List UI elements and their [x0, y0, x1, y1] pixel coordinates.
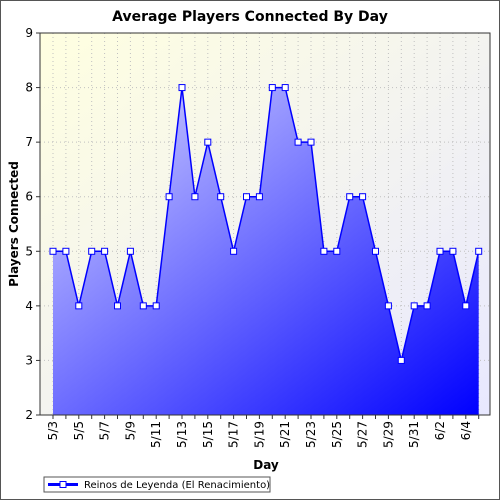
data-point-marker — [333, 247, 341, 255]
data-point-marker — [217, 193, 225, 201]
y-tick-label: 3 — [25, 353, 33, 367]
data-point-marker — [114, 302, 121, 310]
data-point-marker — [126, 247, 134, 255]
legend: Reinos de Leyenda (El Renacimiento) — [43, 476, 271, 493]
y-axis-ticks: 2 3 4 5 6 7 8 9 — [25, 26, 40, 422]
data-point-marker — [178, 84, 186, 92]
data-point-marker — [243, 193, 250, 201]
x-tick-label: 6/2 — [433, 421, 447, 440]
data-point-marker — [191, 193, 199, 201]
data-point-marker — [165, 193, 173, 201]
data-point-marker — [346, 193, 354, 201]
x-tick-label: 5/17 — [227, 421, 241, 448]
x-tick-label: 5/23 — [304, 421, 318, 448]
x-tick-label: 5/27 — [356, 421, 370, 448]
data-point-marker — [436, 247, 444, 255]
x-tick-label: 5/3 — [46, 421, 60, 440]
y-tick-label: 9 — [25, 26, 33, 40]
data-point-marker — [372, 247, 379, 255]
series-line — [53, 86, 480, 361]
data-point-marker — [152, 302, 160, 310]
x-tick-label: 5/29 — [381, 421, 395, 448]
data-point-marker — [75, 302, 83, 310]
data-point-marker — [384, 302, 392, 310]
data-point-marker — [294, 138, 302, 146]
data-point-marker — [475, 247, 483, 255]
legend-series-marker — [59, 481, 67, 488]
y-tick-label: 2 — [25, 408, 33, 422]
x-tick-label: 5/19 — [252, 421, 266, 448]
series-area — [53, 87, 479, 416]
data-point-marker — [320, 247, 328, 255]
y-tick-label: 6 — [25, 190, 33, 204]
x-tick-label: 5/21 — [278, 421, 292, 448]
data-point-marker — [230, 247, 238, 255]
x-tick-label: 5/25 — [330, 421, 344, 448]
x-axis-ticks: 5/3 5/5 5/7 5/9 5/11 5/13 5/15 5/17 5/19 5/21 5/23… — [46, 415, 480, 448]
x-tick-label: 5/11 — [149, 421, 163, 448]
data-point-marker — [423, 302, 431, 310]
x-tick-label: 5/15 — [201, 421, 215, 448]
data-point-marker — [255, 193, 263, 201]
legend-series-label: Reinos de Leyenda (El Renacimiento) — [84, 480, 270, 491]
data-point-marker — [410, 302, 418, 310]
data-point-marker — [449, 247, 457, 255]
chart-title: Average Players Connected By Day — [112, 9, 388, 25]
x-tick-label: 5/13 — [175, 421, 189, 448]
x-tick-label: 5/5 — [72, 421, 86, 440]
data-point-marker — [101, 247, 109, 255]
y-axis-title: Players Connected — [7, 161, 21, 287]
y-tick-label: 8 — [25, 81, 33, 95]
data-point-marker — [88, 247, 96, 255]
data-point-marker — [49, 247, 57, 255]
x-axis-title: Day — [253, 458, 279, 472]
legend-box — [43, 476, 271, 493]
data-point-marker — [359, 193, 367, 201]
y-tick-label: 5 — [25, 244, 33, 258]
data-point-marker — [281, 84, 289, 92]
data-point-marker — [462, 302, 470, 310]
data-point-marker — [307, 138, 315, 146]
data-point-marker — [268, 84, 276, 92]
data-point-marker — [139, 302, 147, 310]
x-tick-label: 6/4 — [459, 421, 473, 440]
plot-border — [39, 32, 491, 416]
x-tick-label: 5/9 — [123, 421, 137, 440]
data-point-marker — [62, 247, 70, 255]
x-tick-label: 5/31 — [407, 421, 421, 448]
y-tick-label: 4 — [25, 299, 33, 313]
series-markers — [49, 84, 483, 364]
x-tick-label: 5/7 — [98, 421, 112, 440]
data-point-marker — [397, 356, 405, 364]
y-tick-label: 7 — [25, 135, 33, 149]
data-point-marker — [204, 138, 212, 146]
